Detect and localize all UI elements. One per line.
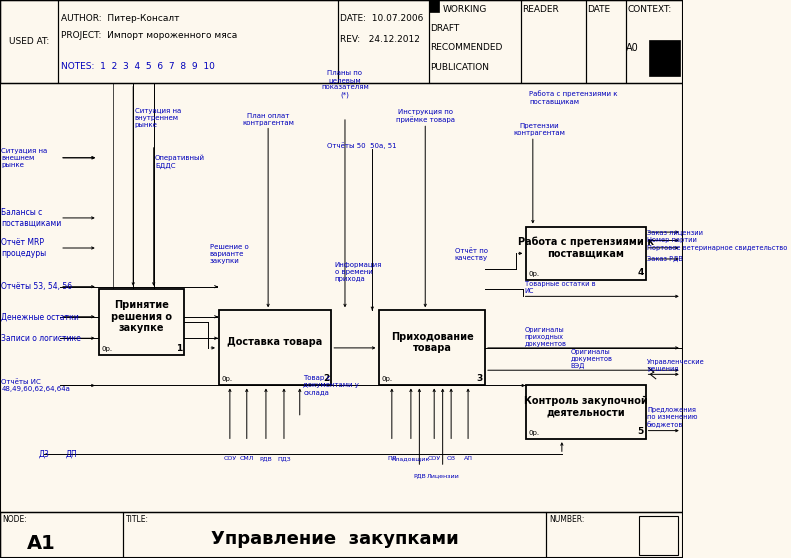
Text: Управленческие
решения: Управленческие решения [647, 359, 705, 372]
Text: 0р.: 0р. [382, 376, 393, 382]
Text: Оригиналы
документов
ВЭД: Оригиналы документов ВЭД [570, 349, 612, 369]
Text: NUMBER:: NUMBER: [549, 515, 585, 524]
Text: 5: 5 [638, 427, 644, 436]
Text: Лицензии: Лицензии [426, 473, 459, 478]
Text: 1: 1 [176, 344, 183, 353]
Text: PUBLICATION: PUBLICATION [430, 63, 490, 72]
Bar [429, 0, 439, 12]
Bar [338, 0, 429, 83]
Text: Портовое ветеринарное свидетельство: Портовое ветеринарное свидетельство [647, 245, 787, 251]
Text: План оплат
контрагентам: План оплат контрагентам [242, 113, 294, 126]
Text: Отчёты ИС
48,49,60,62,64,64а: Отчёты ИС 48,49,60,62,64,64а [2, 379, 70, 392]
Bar [99, 289, 184, 355]
Bar [123, 512, 547, 558]
Text: Отчёты 50  50а, 51: Отчёты 50 50а, 51 [327, 142, 397, 149]
Text: 0р.: 0р. [102, 346, 113, 352]
Text: 3: 3 [477, 374, 483, 383]
Bar [0, 512, 123, 558]
Bar [547, 512, 683, 558]
Text: Контроль закупочной
деятельности: Контроль закупочной деятельности [524, 396, 648, 417]
Bar [649, 40, 679, 76]
Text: Работа с претензиями к
поставщикам: Работа с претензиями к поставщикам [518, 237, 654, 259]
Text: Претензии
контрагентам: Претензии контрагентам [513, 123, 566, 136]
Text: Ситуация на
внешнем
рынке: Ситуация на внешнем рынке [2, 148, 47, 168]
Text: РДВ: РДВ [259, 456, 272, 461]
Text: 0р.: 0р. [528, 271, 539, 277]
Bar [526, 386, 645, 439]
Text: 4: 4 [637, 268, 644, 277]
Bar [0, 512, 683, 558]
Text: PROJECT:  Импорт мороженного мяса: PROJECT: Импорт мороженного мяса [62, 31, 238, 40]
Text: Доставка товара: Доставка товара [227, 338, 323, 347]
Text: TITLE:: TITLE: [126, 515, 149, 524]
Text: АП: АП [464, 456, 472, 461]
Bar [379, 310, 485, 386]
Bar [0, 0, 58, 83]
Bar [526, 227, 645, 280]
Text: Товар с
документами у
склада: Товар с документами у склада [303, 376, 359, 396]
Text: RECOMMENDED: RECOMMENDED [430, 44, 503, 52]
Text: Оригиналы
приходных
документов: Оригиналы приходных документов [524, 327, 566, 347]
Text: 0р.: 0р. [528, 430, 539, 436]
Text: ОЗ: ОЗ [447, 456, 456, 461]
Text: A0: A0 [626, 43, 638, 53]
Text: Записи о логистике: Записи о логистике [2, 334, 81, 343]
Text: Оперативный
БДДС: Оперативный БДДС [155, 155, 205, 169]
Text: 2: 2 [323, 374, 329, 383]
Text: РДВ: РДВ [413, 473, 426, 478]
Text: СМЛ: СМЛ [240, 456, 254, 461]
Text: READER: READER [523, 6, 559, 15]
Bar [521, 0, 586, 83]
Text: 0р.: 0р. [221, 376, 233, 382]
Text: СОУ: СОУ [223, 456, 237, 461]
Text: Принятие
решения о
закупке: Принятие решения о закупке [112, 300, 172, 333]
Text: Товарные остатки в
ИС: Товарные остатки в ИС [524, 281, 596, 294]
Bar [626, 0, 683, 83]
Text: Решение о
варианте
закупки: Решение о варианте закупки [210, 244, 248, 264]
Text: CONTEXT:: CONTEXT: [627, 6, 672, 15]
Text: USED AT:: USED AT: [9, 37, 49, 46]
Text: DRAFT: DRAFT [430, 25, 460, 33]
Bar [638, 516, 679, 555]
Bar [0, 0, 683, 83]
Text: Инструкция по
приёмке товара: Инструкция по приёмке товара [396, 109, 455, 123]
Text: NOTES:  1  2  3  4  5  6  7  8  9  10: NOTES: 1 2 3 4 5 6 7 8 9 10 [62, 62, 215, 71]
Text: СОУ: СОУ [428, 456, 441, 461]
Text: ПДЗ: ПДЗ [277, 456, 291, 461]
Bar [429, 0, 521, 83]
Text: Работа с претензиями к
поставщикам: Работа с претензиями к поставщикам [529, 90, 618, 104]
Bar [586, 0, 626, 83]
Text: Отчёт по
качеству: Отчёт по качеству [455, 248, 488, 261]
Text: ДП: ДП [66, 450, 78, 459]
Text: Балансы с
поставщиками: Балансы с поставщиками [2, 208, 62, 228]
Text: DATE:  10.07.2006: DATE: 10.07.2006 [340, 13, 423, 23]
Text: Кладовщик: Кладовщик [392, 456, 430, 461]
Text: REV:   24.12.2012: REV: 24.12.2012 [340, 35, 420, 44]
Text: WORKING: WORKING [443, 6, 487, 15]
Bar [58, 0, 338, 83]
Text: Приходование
товара: Приходование товара [391, 331, 474, 353]
Text: NODE:: NODE: [2, 515, 28, 524]
Bar [218, 310, 331, 386]
Text: Предложения
по изменению
бюджетов: Предложения по изменению бюджетов [647, 407, 698, 428]
Text: Отчёты 53, 54, 56: Отчёты 53, 54, 56 [2, 282, 73, 291]
Text: Номер партии: Номер партии [647, 238, 697, 243]
Text: Информация
о времени
прихода: Информация о времени прихода [335, 262, 382, 282]
Text: Ситуация на
внутреннем
рынке: Ситуация на внутреннем рынке [134, 108, 181, 128]
Text: Д3: Д3 [39, 450, 50, 459]
Text: Отчёт MRP
процедуры: Отчёт MRP процедуры [2, 238, 47, 258]
Text: Заказ лицензии: Заказ лицензии [647, 229, 703, 235]
Text: DATE: DATE [588, 6, 611, 15]
Text: Денежные остатки: Денежные остатки [2, 312, 79, 321]
Text: Планы по
целевым
показателям
(*): Планы по целевым показателям (*) [321, 70, 369, 98]
Text: Заказ РДВ: Заказ РДВ [647, 256, 683, 262]
Text: А1: А1 [27, 534, 55, 553]
Text: ПЛ: ПЛ [387, 456, 396, 461]
Text: Управление  закупками: Управление закупками [211, 530, 459, 548]
Text: AUTHOR:  Питер-Консалт: AUTHOR: Питер-Консалт [62, 13, 180, 23]
